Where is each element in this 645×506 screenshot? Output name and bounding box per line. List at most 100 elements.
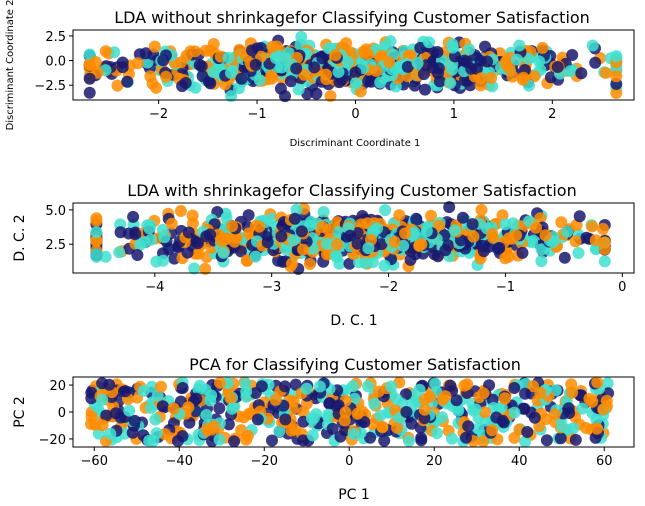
data-point [589, 234, 602, 247]
data-point [129, 228, 142, 241]
data-point [456, 211, 469, 224]
data-point [439, 244, 452, 257]
panel-pca: PCA for Classifying Customer Satisfactio… [12, 355, 635, 503]
data-point [165, 217, 178, 230]
data-point [516, 246, 529, 259]
data-point [157, 254, 170, 267]
data-point [213, 433, 226, 446]
data-point [566, 49, 579, 61]
data-point [269, 393, 282, 406]
y-tick-label: 5.0 [45, 204, 66, 219]
data-point [378, 259, 391, 272]
data-point [599, 66, 612, 79]
data-point [590, 422, 603, 435]
data-point [472, 422, 485, 435]
data-point [589, 431, 602, 444]
data-point [339, 406, 352, 419]
data-point [275, 230, 288, 243]
data-point [388, 235, 401, 248]
data-point [405, 417, 418, 430]
data-point [189, 81, 202, 94]
data-point [100, 409, 113, 422]
x-tick-label: −1 [496, 280, 515, 295]
data-point [519, 387, 531, 400]
data-point [600, 394, 613, 407]
data-point [597, 222, 609, 235]
data-point [486, 228, 499, 241]
x-tick-label: 1 [450, 107, 458, 122]
data-point [576, 402, 589, 415]
data-point [378, 434, 391, 447]
data-point [344, 229, 357, 242]
data-point [104, 427, 117, 440]
x-tick-label: −1 [247, 107, 266, 122]
data-point [181, 246, 194, 259]
x-tick-label: 0 [345, 454, 353, 469]
data-point [417, 68, 430, 81]
data-point [138, 236, 151, 249]
data-point [415, 432, 428, 444]
x-tick-label: 2 [548, 107, 556, 122]
data-point [343, 257, 356, 270]
data-point [175, 56, 188, 69]
data-point [242, 209, 255, 222]
data-point [284, 75, 297, 88]
chart-title: LDA with shrinkagefor Classifying Custom… [127, 181, 576, 200]
data-point [460, 56, 473, 68]
data-point [393, 209, 406, 222]
data-point [249, 387, 262, 399]
x-tick-label: 0 [618, 280, 626, 295]
data-point [226, 220, 238, 233]
data-point [240, 385, 253, 398]
data-point [183, 416, 196, 429]
data-point [610, 70, 623, 83]
data-point [374, 76, 387, 89]
data-point [575, 67, 588, 80]
data-point [572, 247, 585, 259]
x-tick-label: 20 [426, 454, 443, 469]
data-point [536, 41, 549, 54]
data-point [533, 55, 546, 68]
data-point [190, 392, 203, 405]
data-point [425, 209, 437, 222]
data-point [156, 400, 169, 413]
scatter-points [90, 201, 611, 275]
x-tick-label: −40 [166, 454, 193, 469]
y-ticks: 2.5 0.0 −2.5 [34, 30, 73, 94]
data-point [266, 40, 279, 53]
data-point [598, 236, 611, 249]
y-tick-label: 0.0 [45, 55, 66, 70]
data-point [475, 203, 488, 216]
x-tick-label: −2 [149, 107, 168, 122]
data-point [297, 406, 310, 419]
data-point [586, 39, 599, 52]
data-point [390, 393, 403, 406]
data-point [103, 378, 116, 391]
data-point [290, 203, 303, 216]
data-point [419, 83, 431, 96]
data-point [148, 40, 161, 53]
data-point [222, 51, 235, 64]
scatter-points [85, 376, 615, 448]
data-point [548, 408, 561, 421]
panel-lda-shrinkage: LDA with shrinkagefor Classifying Custom… [12, 181, 635, 329]
data-point [316, 220, 329, 233]
data-point [320, 68, 333, 81]
data-point [199, 262, 212, 275]
data-point [535, 243, 548, 256]
data-point [332, 66, 345, 78]
data-point [433, 75, 446, 88]
data-point [111, 79, 124, 92]
data-point [418, 403, 431, 416]
data-point [357, 46, 370, 59]
data-point [128, 414, 141, 427]
data-point [431, 46, 444, 58]
data-point [555, 420, 568, 433]
plot-frame [72, 202, 635, 274]
y-tick-label: 20 [49, 379, 66, 394]
data-point [450, 394, 463, 407]
data-point [200, 409, 213, 421]
x-axis-label: Discriminant Coordinate 1 [290, 138, 421, 149]
data-point [431, 427, 443, 440]
data-point [207, 66, 220, 78]
